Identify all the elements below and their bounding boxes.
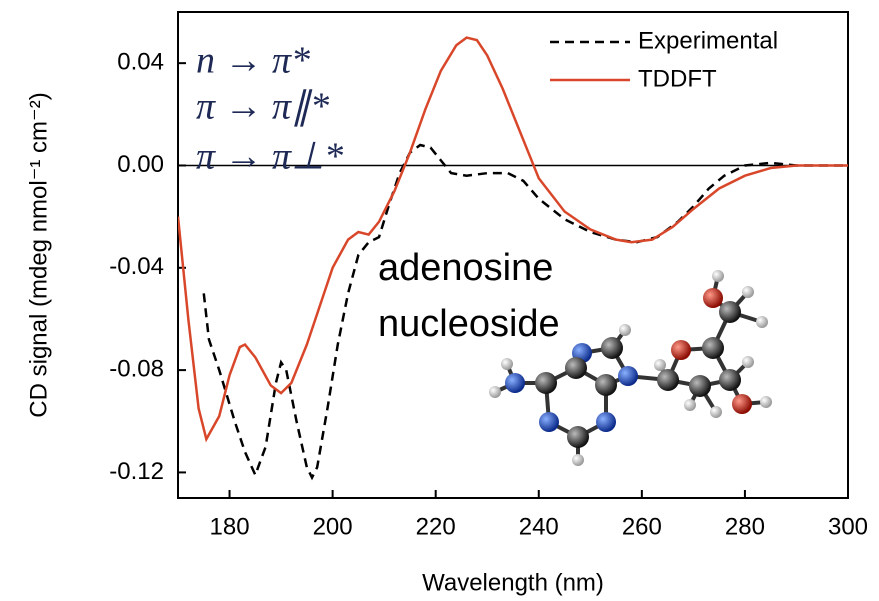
molecule-label: nucleoside [378,303,560,345]
x-tick-label: 300 [828,513,868,540]
transition-label: n → π* [196,40,310,82]
y-tick-label: -0.08 [109,355,164,382]
transition-label: π → π⊥* [196,136,343,178]
y-tick-label: -0.04 [109,253,164,280]
y-tick-label: -0.12 [109,458,164,485]
x-tick-label: 280 [725,513,765,540]
x-tick-label: 220 [416,513,456,540]
molecule-image [489,270,772,466]
chart: Wavelength (nm) CD signal (mdeg nmol⁻¹ c… [0,0,879,601]
x-tick-label: 260 [622,513,662,540]
molecule-label: adenosine [378,247,553,289]
transition-label: π → π∥* [196,86,329,128]
y-tick-label: 0.04 [117,49,164,76]
y-axis-label: CD signal (mdeg nmol⁻¹ cm⁻²) [25,92,52,417]
y-tick-label: 0.00 [117,151,164,178]
x-axis-label: Wavelength (nm) [422,569,604,596]
x-tick-label: 240 [519,513,559,540]
legend-label: TDDFT [638,65,717,92]
x-tick-label: 180 [210,513,250,540]
legend-label: Experimental [638,27,778,54]
x-tick-label: 200 [313,513,353,540]
